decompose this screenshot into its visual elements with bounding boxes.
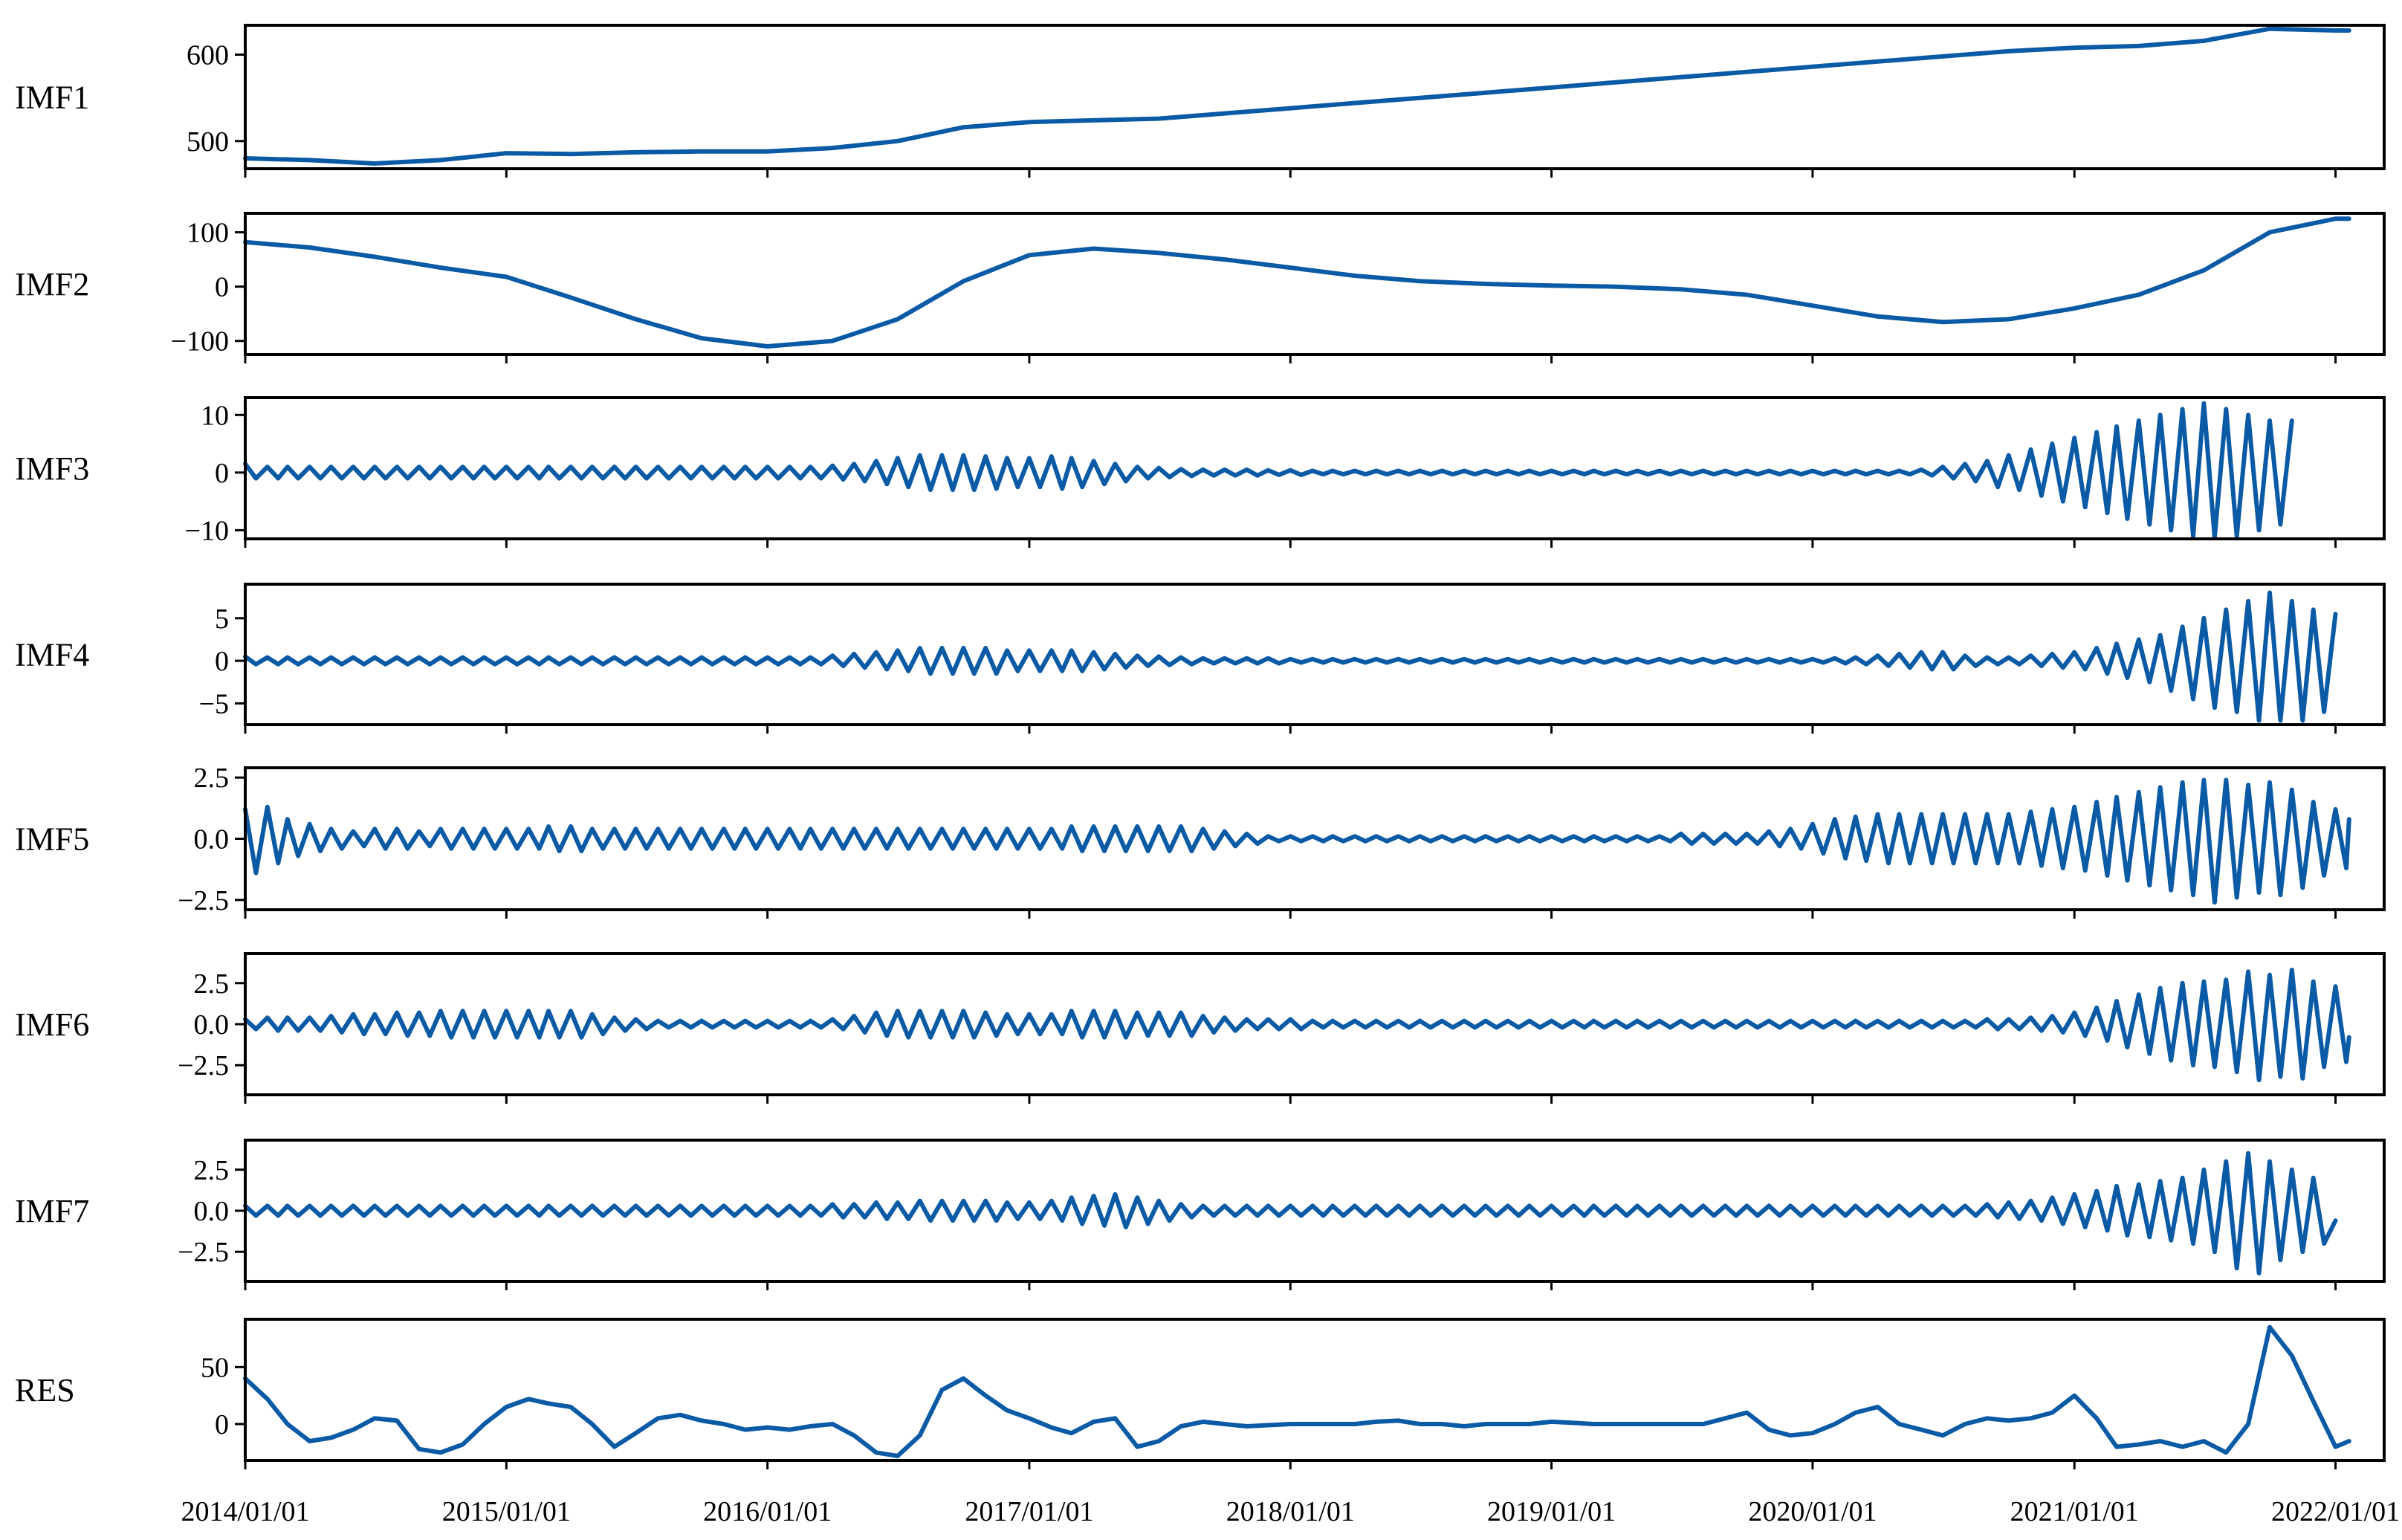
- series-line-imf4: [243, 590, 2338, 723]
- x-tick-label: 2021/01/01: [2010, 1496, 2139, 1527]
- y-tick-label: −5: [199, 688, 229, 719]
- y-tick-label: 2.5: [194, 1155, 230, 1186]
- series-line-imf2: [243, 216, 2351, 349]
- y-tick-label: 500: [187, 126, 229, 158]
- y-tick-label: 0: [215, 646, 229, 677]
- panel-imf5: IMF5 −2.5 0.0 2.5: [15, 763, 2386, 919]
- x-axis: 2014/01/01 2015/01/01 2016/01/01 2017/01/01…: [181, 1496, 2400, 1527]
- series-line-imf7: [243, 1151, 2338, 1275]
- series-line-imf3: [243, 401, 2294, 540]
- panels: IMF1500600IMF2−1000100IMF3−10010IMF4−505…: [15, 24, 2386, 1469]
- series-line-imf1: [243, 26, 2351, 166]
- y-tick-label: 0.0: [194, 1009, 230, 1041]
- panel-label-imf5: IMF5: [15, 821, 89, 858]
- y-tick-label: 0: [215, 1409, 229, 1440]
- x-tick-label: 2022/01/01: [2271, 1496, 2400, 1527]
- panel-label-res: RES: [15, 1372, 75, 1408]
- plot-frame: [244, 952, 2386, 1096]
- panel-label-imf4: IMF4: [15, 637, 89, 673]
- y-tick-label: 0: [215, 458, 229, 489]
- plot-frame: [244, 1139, 2386, 1283]
- panel-res: RES 0 50: [15, 1318, 2386, 1469]
- plot-frame: [244, 212, 2386, 356]
- y-tick-label: −2.5: [178, 1050, 229, 1081]
- y-tick-label: 50: [201, 1352, 229, 1383]
- panel-imf6: IMF6 −2.5 0.0 2.5: [15, 952, 2386, 1104]
- y-tick-label: 100: [187, 218, 229, 249]
- panel-imf4: IMF4 −5 0 5: [15, 583, 2386, 734]
- x-tick-label: 2014/01/01: [181, 1496, 309, 1527]
- x-tick-label: 2017/01/01: [965, 1496, 1093, 1527]
- panel-label-imf3: IMF3: [15, 450, 89, 487]
- y-tick-label: 600: [187, 40, 229, 71]
- plot-frame: [244, 24, 2386, 170]
- plot-frame: [244, 396, 2386, 540]
- panel-label-imf6: IMF6: [15, 1006, 89, 1043]
- y-tick-label: −10: [185, 515, 229, 546]
- y-tick-label: −100: [171, 326, 229, 358]
- panel-label-imf1: IMF1: [15, 80, 89, 116]
- series-line-res: [243, 1324, 2351, 1458]
- y-tick-label: 5: [215, 604, 229, 635]
- panel-label-imf7: IMF7: [15, 1193, 89, 1229]
- plot-frame: [244, 1318, 2386, 1462]
- y-tick-label: 10: [201, 400, 229, 431]
- y-tick-label: −2.5: [178, 885, 229, 916]
- x-tick-label: 2018/01/01: [1226, 1496, 1355, 1527]
- y-tick-label: 0.0: [194, 1196, 230, 1227]
- x-tick-label: 2020/01/01: [1748, 1496, 1877, 1527]
- panel-imf3: IMF3 −10 0 10: [15, 396, 2386, 548]
- x-tick-label: 2015/01/01: [442, 1496, 571, 1527]
- panel-imf2: IMF2 −100 0 100: [15, 212, 2386, 363]
- panel-imf1: IMF1 500 600: [15, 24, 2386, 178]
- series-line-imf6: [243, 968, 2351, 1083]
- plot-frame: [244, 766, 2386, 911]
- y-tick-label: 0.0: [194, 824, 230, 855]
- plot-frame: [244, 583, 2386, 726]
- panel-label-imf2: IMF2: [15, 266, 89, 302]
- y-tick-label: −2.5: [178, 1237, 229, 1268]
- x-tick-label: 2019/01/01: [1487, 1496, 1616, 1527]
- y-tick-label: 2.5: [194, 763, 230, 794]
- y-tick-label: 0: [215, 272, 229, 303]
- panel-imf7: IMF7 −2.5 0.0 2.5: [15, 1139, 2386, 1290]
- series-line-imf5: [243, 777, 2351, 905]
- y-tick-label: 2.5: [194, 968, 230, 1000]
- x-tick-label: 2016/01/01: [703, 1496, 832, 1527]
